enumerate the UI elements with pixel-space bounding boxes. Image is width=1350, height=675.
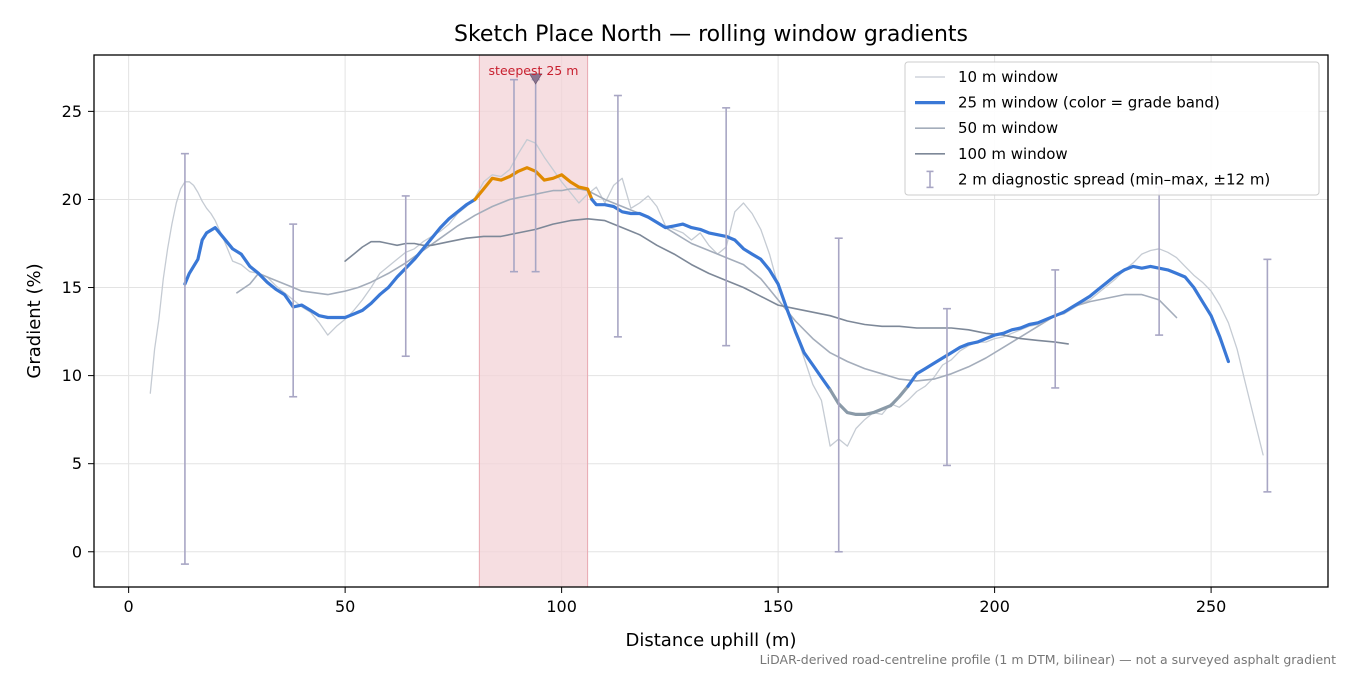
steepest-marker-group: steepest 25 m: [489, 63, 579, 85]
x-tick-label: 200: [979, 597, 1010, 616]
legend-label: 100 m window: [958, 145, 1068, 163]
series-line-25m-normal-segment: [183, 197, 477, 320]
legend-label: 25 m window (color = grade band): [958, 94, 1220, 112]
y-tick-label: 10: [62, 366, 82, 385]
plot-frame: [93, 54, 1329, 588]
legend-label: 2 m diagnostic spread (min–max, ±12 m): [958, 170, 1270, 188]
steepest-band: [478, 54, 589, 588]
legend: 10 m window 25 m window (color = grade ba…: [904, 61, 1320, 196]
series-line-25m-shallow-segment: [828, 384, 910, 416]
x-tick-label: 250: [1196, 597, 1227, 616]
series-lines: [149, 138, 1264, 456]
series-line-100-m-window: [344, 218, 1069, 345]
legend-box: [904, 61, 1320, 196]
axis-ticks: 0 50 100 150 200 250 0 5 10 15 20 25: [62, 102, 1227, 616]
x-tick-label: 0: [124, 597, 134, 616]
y-tick-label: 25: [62, 102, 82, 121]
series-line-25m-normal-segment: [590, 197, 832, 392]
series-line-25m-normal-segment: [906, 264, 1230, 388]
x-tick-label: 150: [763, 597, 794, 616]
x-tick-label: 50: [335, 597, 355, 616]
y-tick-label: 0: [72, 542, 82, 561]
y-tick-label: 15: [62, 278, 82, 297]
series-line-50-m-window: [236, 188, 1178, 382]
y-axis-title: Gradient (%): [24, 263, 45, 378]
legend-label: 10 m window: [958, 68, 1058, 86]
y-tick-label: 20: [62, 190, 82, 209]
y-tick-label: 5: [72, 454, 82, 473]
error-bars: [180, 78, 1272, 565]
steepest-highlight: [478, 54, 589, 588]
x-tick-label: 100: [546, 597, 577, 616]
legend-label: 50 m window: [958, 119, 1058, 137]
chart-title: Sketch Place North — rolling window grad…: [454, 22, 968, 47]
steepest-label: steepest 25 m: [489, 63, 579, 78]
x-axis-title: Distance uphill (m): [626, 630, 797, 651]
steepest-marker: [528, 73, 543, 85]
footnote: LiDAR-derived road-centreline profile (1…: [760, 652, 1336, 667]
